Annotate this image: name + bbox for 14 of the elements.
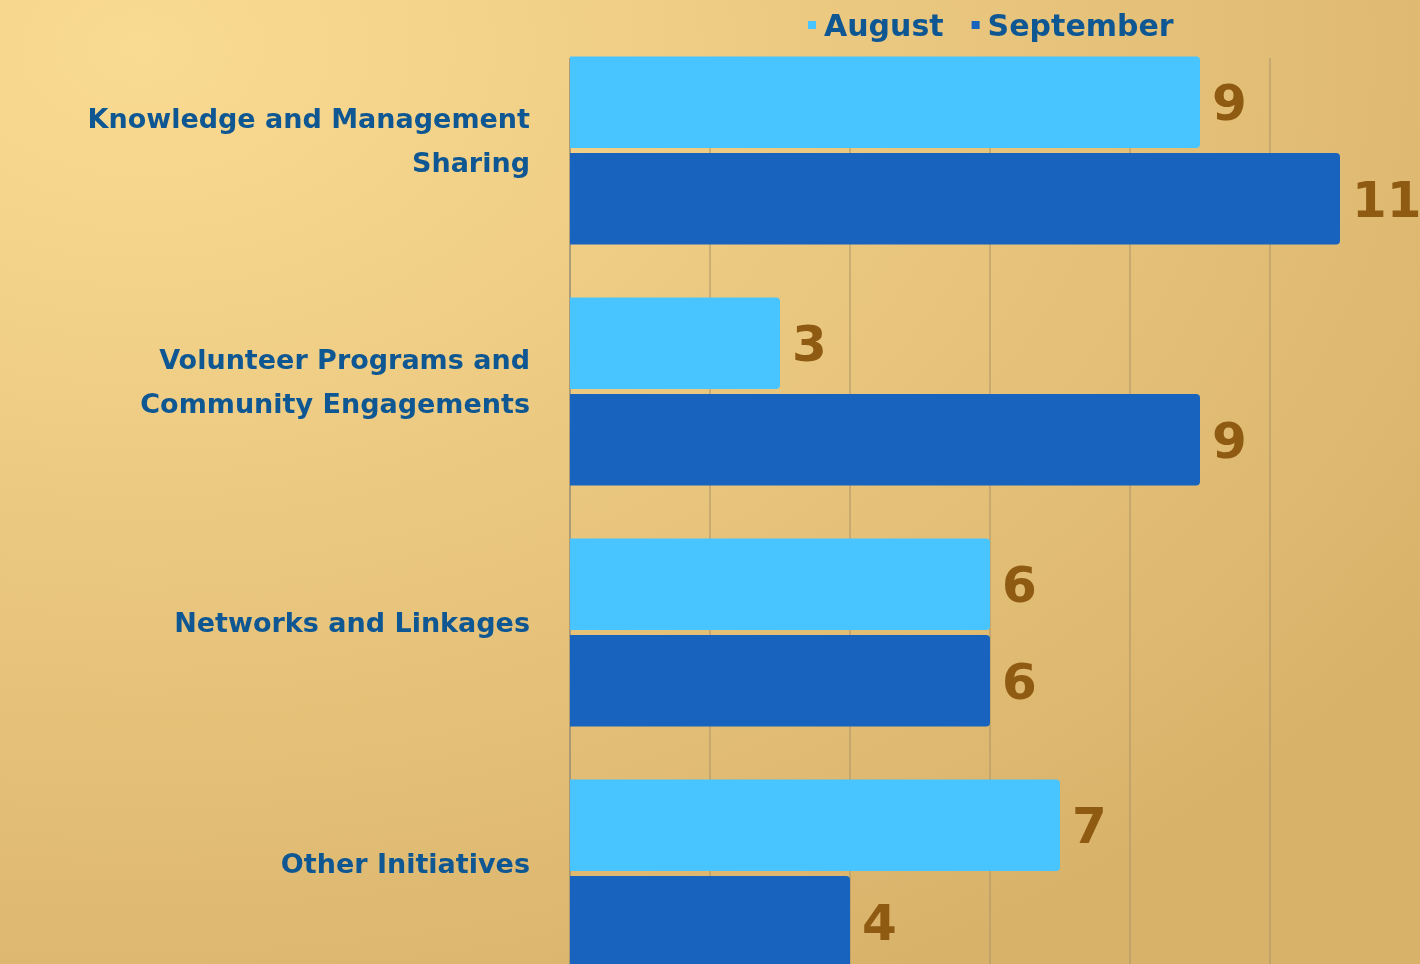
y-tick-label: Networks and Linkages <box>174 606 530 638</box>
data-label: 9 <box>1212 411 1247 470</box>
data-label: 6 <box>1002 556 1037 615</box>
data-label: 3 <box>792 315 827 374</box>
legend-label: August <box>824 7 944 43</box>
legend-label: September <box>987 7 1174 43</box>
data-label: 7 <box>1072 797 1107 856</box>
data-label: 6 <box>1002 652 1037 711</box>
y-tick-label: Knowledge and Management Sharing <box>87 102 531 178</box>
data-label: 11 <box>1352 170 1420 229</box>
y-tick-label: Volunteer Programs and Community Engagements <box>140 343 530 419</box>
y-tick-label: Other Initiatives <box>280 847 530 879</box>
data-label: 9 <box>1212 74 1247 133</box>
data-label: 4 <box>862 893 897 952</box>
